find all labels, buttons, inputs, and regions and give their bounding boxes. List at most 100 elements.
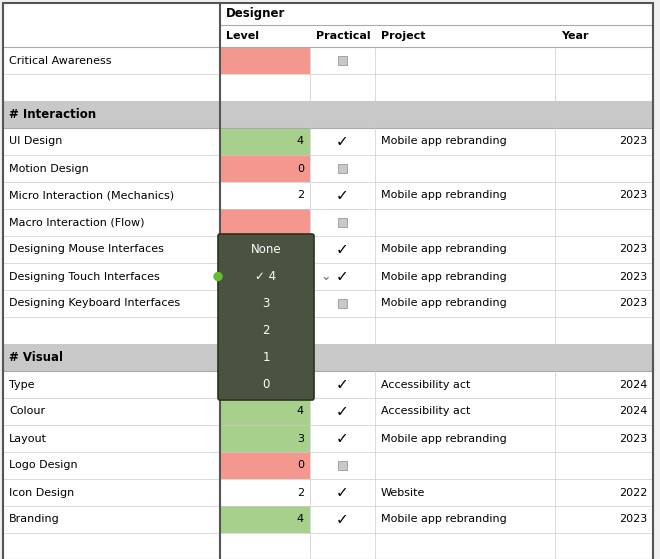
Text: ✓: ✓ bbox=[336, 512, 349, 527]
Text: ✓: ✓ bbox=[336, 431, 349, 446]
Text: 0: 0 bbox=[262, 378, 270, 391]
Bar bbox=[220, 128, 310, 155]
Bar bbox=[3, 128, 653, 155]
Text: ✓ 4: ✓ 4 bbox=[255, 270, 277, 283]
Bar bbox=[3, 344, 653, 371]
Text: 3: 3 bbox=[262, 297, 270, 310]
Text: 1: 1 bbox=[262, 351, 270, 364]
Text: 3: 3 bbox=[297, 433, 304, 443]
Text: Macro Interaction (Flow): Macro Interaction (Flow) bbox=[9, 217, 145, 228]
Text: 2023: 2023 bbox=[619, 272, 647, 282]
FancyBboxPatch shape bbox=[218, 234, 314, 400]
Bar bbox=[338, 461, 347, 470]
Text: Mobile app rebranding: Mobile app rebranding bbox=[381, 191, 507, 201]
Bar bbox=[3, 425, 653, 452]
Text: Designing Mouse Interfaces: Designing Mouse Interfaces bbox=[9, 244, 164, 254]
Text: Website: Website bbox=[381, 487, 426, 498]
Text: Type: Type bbox=[9, 380, 34, 390]
Text: Practical: Practical bbox=[316, 31, 371, 41]
Text: Micro Interaction (Mechanics): Micro Interaction (Mechanics) bbox=[9, 191, 174, 201]
Text: 4: 4 bbox=[297, 272, 304, 282]
Bar bbox=[220, 452, 310, 479]
Text: Critical Awareness: Critical Awareness bbox=[9, 55, 112, 65]
Text: Layout: Layout bbox=[9, 433, 47, 443]
Bar bbox=[338, 56, 347, 65]
Text: Branding: Branding bbox=[9, 514, 60, 524]
Text: 4: 4 bbox=[297, 514, 304, 524]
Bar bbox=[338, 164, 347, 173]
Text: 2023: 2023 bbox=[619, 191, 647, 201]
Text: Mobile app rebranding: Mobile app rebranding bbox=[381, 136, 507, 146]
Text: 2: 2 bbox=[262, 324, 270, 337]
Text: 0: 0 bbox=[297, 163, 304, 173]
Text: 2022: 2022 bbox=[618, 487, 647, 498]
Text: Year: Year bbox=[561, 31, 589, 41]
Text: Mobile app rebranding: Mobile app rebranding bbox=[381, 433, 507, 443]
Text: ⌄: ⌄ bbox=[321, 270, 331, 283]
Bar bbox=[3, 74, 653, 101]
Text: 0: 0 bbox=[297, 461, 304, 471]
Text: Motion Design: Motion Design bbox=[9, 163, 88, 173]
Text: 3: 3 bbox=[297, 299, 304, 309]
Text: ✓: ✓ bbox=[336, 134, 349, 149]
Bar bbox=[220, 3, 653, 25]
Text: Accessibility act: Accessibility act bbox=[381, 380, 471, 390]
Text: 2023: 2023 bbox=[619, 299, 647, 309]
Text: ✓: ✓ bbox=[336, 404, 349, 419]
Text: Designing Touch Interfaces: Designing Touch Interfaces bbox=[9, 272, 160, 282]
Text: ✓: ✓ bbox=[336, 242, 349, 257]
Text: 2024: 2024 bbox=[618, 380, 647, 390]
Bar bbox=[3, 398, 653, 425]
Bar bbox=[220, 506, 310, 533]
Bar bbox=[3, 47, 653, 74]
Circle shape bbox=[214, 272, 222, 281]
Bar bbox=[3, 182, 653, 209]
Bar bbox=[3, 533, 653, 559]
Text: 2: 2 bbox=[297, 191, 304, 201]
Bar bbox=[220, 263, 310, 290]
Bar bbox=[338, 218, 347, 227]
Text: Logo Design: Logo Design bbox=[9, 461, 78, 471]
Bar bbox=[3, 479, 653, 506]
Text: # Visual: # Visual bbox=[9, 351, 63, 364]
Text: Icon Design: Icon Design bbox=[9, 487, 74, 498]
Text: 2023: 2023 bbox=[619, 244, 647, 254]
Bar bbox=[3, 236, 653, 263]
Bar bbox=[220, 155, 310, 182]
Bar bbox=[3, 101, 653, 128]
Text: Designer: Designer bbox=[226, 7, 285, 21]
Text: Mobile app rebranding: Mobile app rebranding bbox=[381, 299, 507, 309]
Bar bbox=[338, 299, 347, 308]
Text: 4: 4 bbox=[297, 136, 304, 146]
Text: # Interaction: # Interaction bbox=[9, 108, 96, 121]
Bar bbox=[220, 425, 310, 452]
Bar bbox=[3, 506, 653, 533]
Bar bbox=[3, 209, 653, 236]
Text: ✓: ✓ bbox=[336, 269, 349, 284]
Bar bbox=[3, 155, 653, 182]
Text: 2: 2 bbox=[297, 487, 304, 498]
Text: 4: 4 bbox=[297, 406, 304, 416]
Bar bbox=[3, 371, 653, 398]
Text: 2023: 2023 bbox=[619, 136, 647, 146]
Text: Project: Project bbox=[381, 31, 426, 41]
Text: ✓: ✓ bbox=[336, 485, 349, 500]
Bar bbox=[3, 317, 653, 344]
Text: UI Design: UI Design bbox=[9, 136, 63, 146]
Bar bbox=[220, 47, 310, 74]
Bar bbox=[3, 452, 653, 479]
Text: 2024: 2024 bbox=[618, 406, 647, 416]
Text: ✓: ✓ bbox=[336, 377, 349, 392]
Bar bbox=[3, 290, 653, 317]
Text: Mobile app rebranding: Mobile app rebranding bbox=[381, 244, 507, 254]
Text: 2023: 2023 bbox=[619, 514, 647, 524]
Bar bbox=[3, 25, 653, 47]
Text: None: None bbox=[251, 243, 281, 256]
Text: Mobile app rebranding: Mobile app rebranding bbox=[381, 272, 507, 282]
Bar bbox=[3, 263, 653, 290]
Text: ✓: ✓ bbox=[336, 188, 349, 203]
Bar bbox=[220, 209, 310, 236]
Text: 2023: 2023 bbox=[619, 433, 647, 443]
Bar bbox=[220, 398, 310, 425]
Text: Accessibility act: Accessibility act bbox=[381, 406, 471, 416]
